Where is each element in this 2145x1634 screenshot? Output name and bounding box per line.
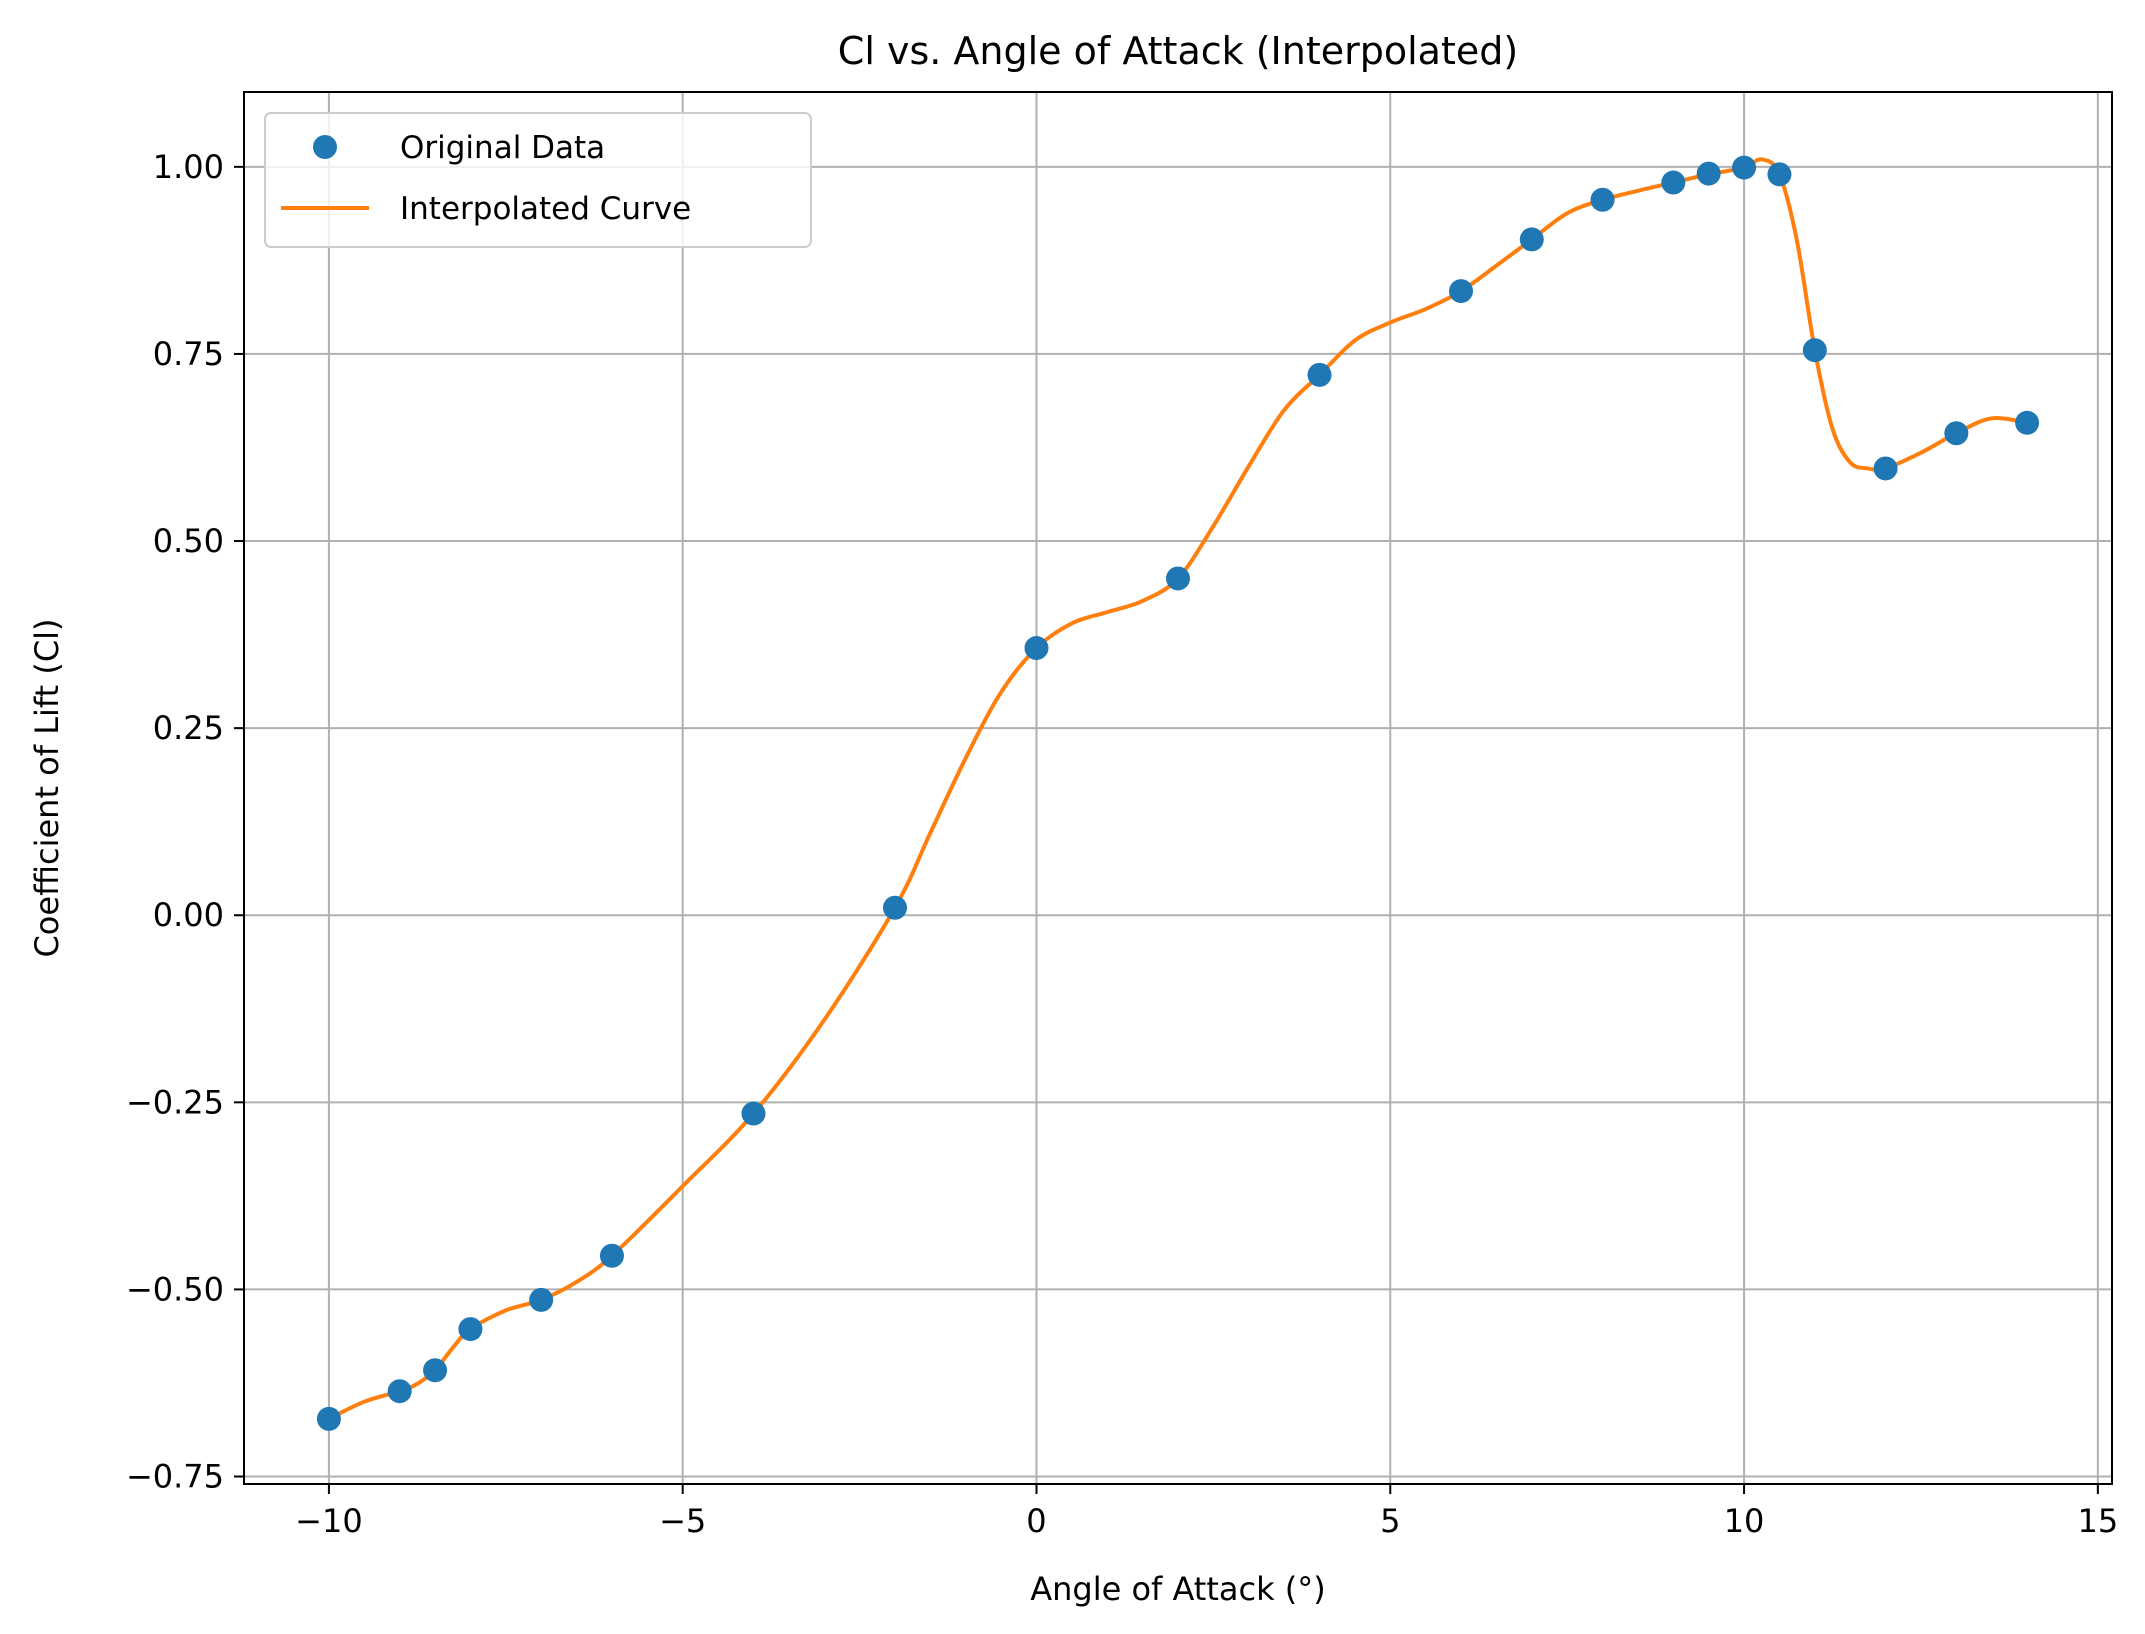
x-tick-label: −5 (659, 1502, 706, 1540)
data-point (1944, 421, 1969, 446)
legend-label-original-data: Original Data (400, 130, 605, 166)
data-point (1449, 279, 1474, 304)
data-point (387, 1379, 412, 1404)
data-point (1590, 187, 1615, 212)
legend-marker-original-data (313, 135, 337, 159)
data-point (1307, 362, 1332, 387)
data-point (1661, 170, 1686, 195)
legend: Original Data Interpolated Curve (264, 112, 812, 248)
y-tick-label: −0.25 (126, 1083, 224, 1121)
data-point (1519, 227, 1544, 252)
y-tick-label: 0.75 (153, 335, 224, 373)
y-tick-label: −0.75 (126, 1458, 224, 1496)
y-axis: −0.75 −0.50 −0.25 0.00 0.25 0.50 0.75 1.00 (126, 148, 244, 1496)
x-tick-label: 15 (2077, 1502, 2118, 1540)
data-point (1024, 636, 1049, 661)
data-point (458, 1317, 483, 1342)
data-point (423, 1358, 448, 1383)
grid (244, 92, 2112, 1484)
x-axis-label: Angle of Attack (°) (1030, 1570, 1326, 1608)
interpolated-curve-line (326, 157, 2030, 1421)
data-point (1696, 161, 1721, 186)
x-tick-label: −10 (295, 1502, 363, 1540)
chart-title: Cl vs. Angle of Attack (Interpolated) (838, 29, 1518, 73)
line-layer (326, 157, 2030, 1421)
data-point (2015, 410, 2040, 435)
x-tick-label: 10 (1724, 1502, 1765, 1540)
data-point (1873, 456, 1898, 481)
x-tick-label: 0 (1026, 1502, 1046, 1540)
data-point (1732, 155, 1757, 180)
y-tick-label: 1.00 (153, 148, 224, 186)
data-point (599, 1243, 624, 1268)
data-point (1767, 162, 1792, 187)
x-axis: −10 −5 0 5 10 15 (295, 1484, 2118, 1540)
axes-frame (243, 91, 2113, 1485)
y-tick-label: 0.25 (153, 709, 224, 747)
y-tick-label: −0.50 (126, 1270, 224, 1308)
y-tick-label: 0.50 (153, 522, 224, 560)
data-point (1166, 566, 1190, 591)
data-point (1802, 338, 1827, 363)
x-tick-label: 5 (1380, 1502, 1400, 1540)
data-point (741, 1101, 766, 1126)
data-point (529, 1287, 554, 1312)
scatter-layer (316, 155, 2040, 1431)
legend-label-interpolated-curve: Interpolated Curve (400, 191, 691, 227)
legend-box (264, 112, 812, 248)
y-axis-label: Coefficient of Lift (Cl) (28, 618, 66, 957)
data-point (882, 895, 907, 920)
y-tick-label: 0.00 (153, 896, 224, 934)
data-point (316, 1406, 341, 1431)
